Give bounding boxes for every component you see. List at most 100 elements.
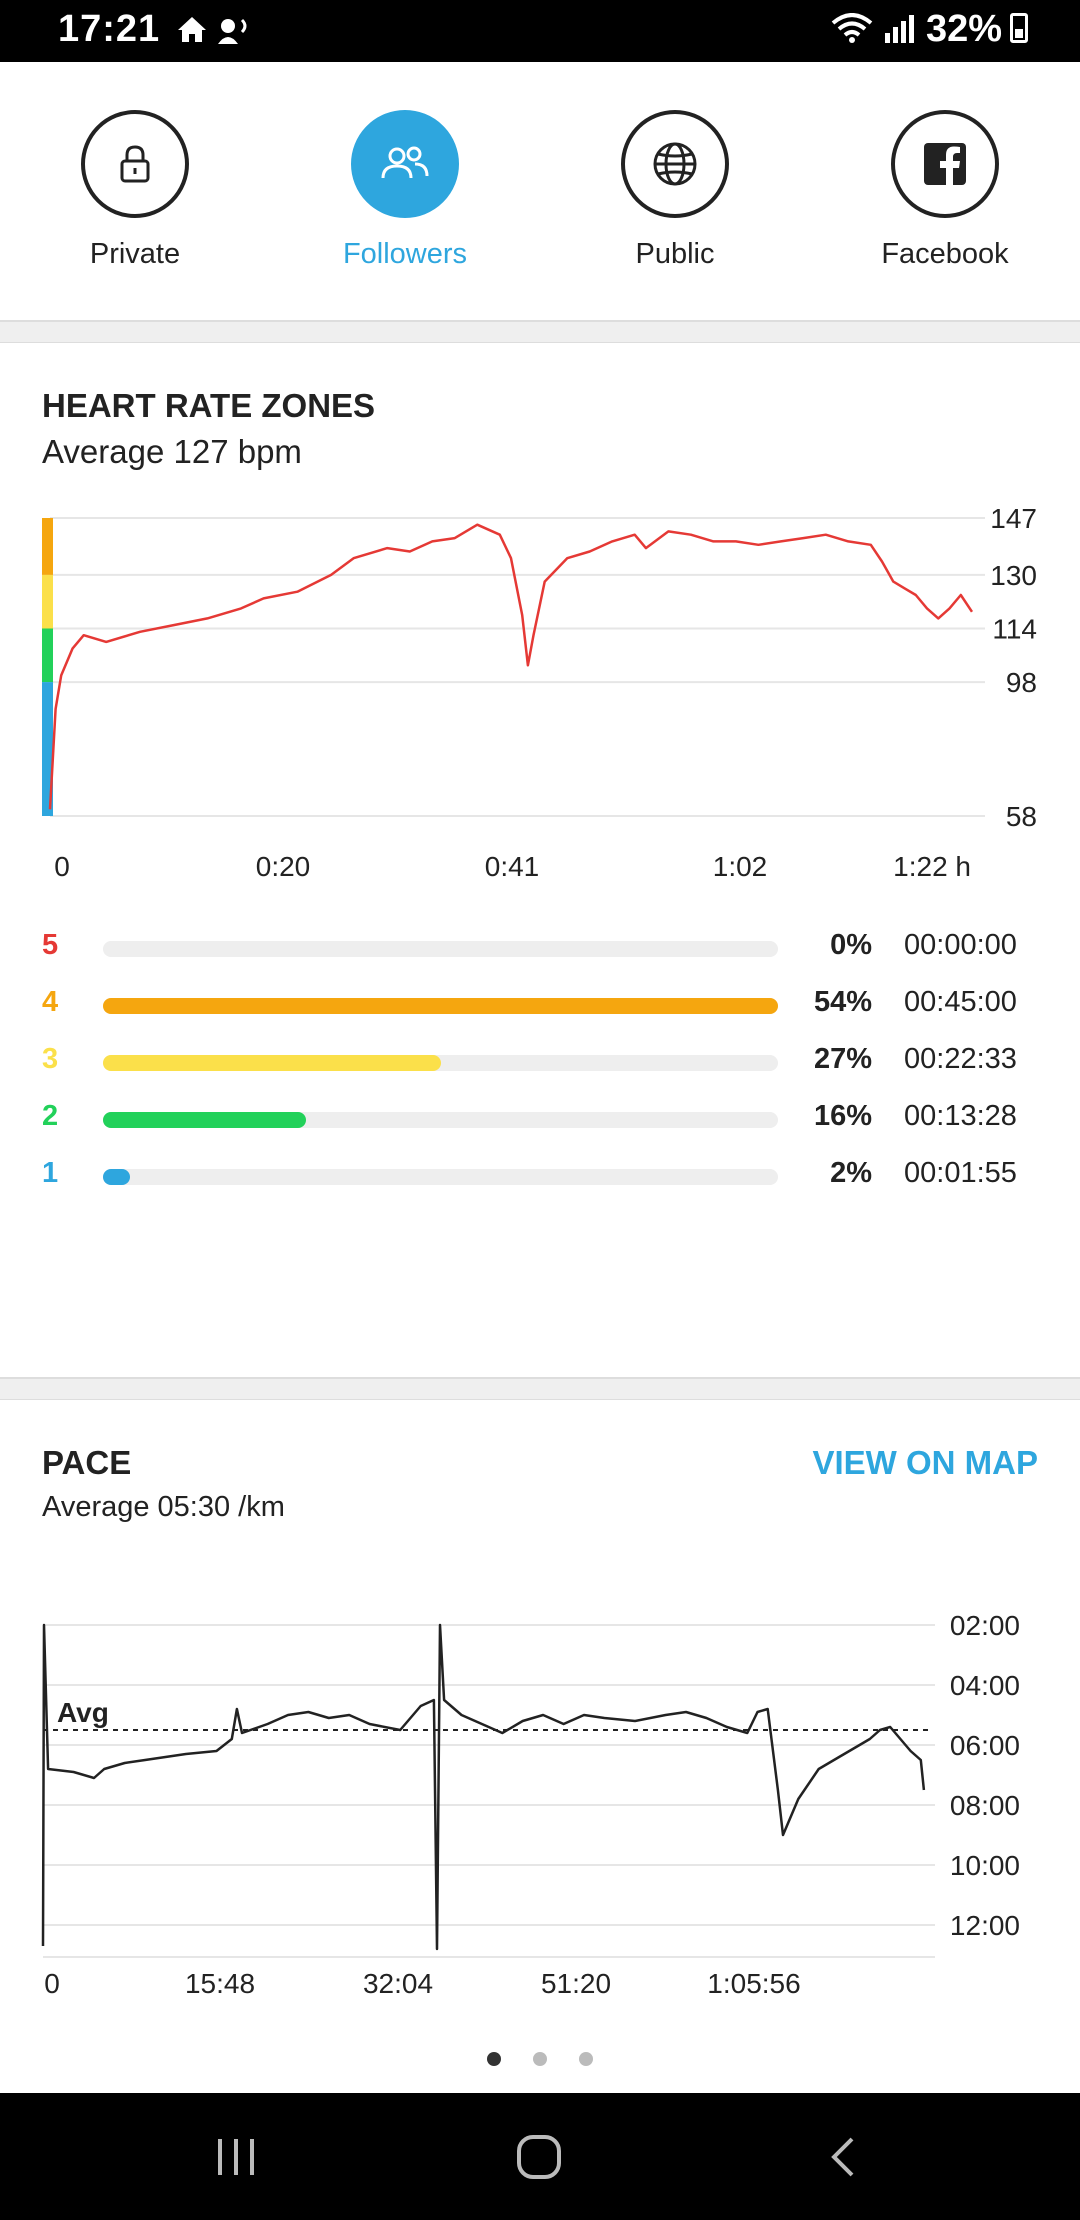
zone-progress-fill [103, 998, 778, 1014]
pace-x-tick-label: 32:04 [363, 1968, 433, 1999]
wifi-icon [831, 13, 873, 43]
zone-progress-track [103, 1112, 778, 1128]
zone-progress-fill [103, 1169, 130, 1185]
hr-x-tick-label: 0:20 [256, 851, 311, 882]
hr-y-tick-label: 114 [992, 613, 1037, 644]
hr-x-tick-label: 0 [54, 851, 70, 882]
zone-percent: 0% [830, 929, 872, 961]
zone-progress-track [103, 941, 778, 957]
hr-x-tick-label: 1:02 [713, 851, 768, 882]
zone-duration: 00:13:28 [904, 1100, 1017, 1132]
zone-progress-fill [103, 1055, 441, 1071]
pace-chart: 02:00 04:00 06:00 08:00 10:00 12:00 Avg 0 15:48 3… [41, 1610, 1020, 1999]
pace-y-tick-label: 12:00 [950, 1910, 1020, 1941]
zone-number: 2 [42, 1100, 59, 1132]
zone-row: 2 16% 00:13:28 [0, 1100, 1080, 1140]
status-bar: 17:21 32% [0, 0, 1080, 62]
hr-y-tick-label: 58 [1006, 801, 1037, 832]
home-button[interactable] [509, 2129, 569, 2185]
battery-percent: 32% [925, 8, 1002, 50]
navigation-bar [0, 2093, 1080, 2220]
pace-y-tick-label: 04:00 [950, 1670, 1020, 1701]
hr-x-tick-label: 1:22 h [893, 851, 971, 882]
recent-apps-icon [218, 2139, 254, 2175]
pace-x-tick-label: 15:48 [185, 1968, 255, 1999]
status-notification-icons [176, 12, 256, 53]
zone-duration: 00:01:55 [904, 1157, 1017, 1189]
heart-rate-card: HEART RATE ZONES Average 127 bpm 147 130 1… [0, 342, 1080, 1379]
pace-y-tick-label: 06:00 [950, 1730, 1020, 1761]
share-facebook-label: Facebook [881, 238, 1009, 270]
pace-average-label: Avg [57, 1697, 109, 1728]
voicemail-icon [218, 18, 247, 44]
signal-icon [885, 15, 915, 43]
hr-y-tick-label: 130 [990, 560, 1037, 591]
share-followers-label: Followers [342, 238, 468, 270]
zone-number: 1 [42, 1157, 59, 1189]
share-public-button[interactable]: Public [575, 110, 775, 271]
pace-card: PACE VIEW ON MAP Average 05:30 /km 02:00… [0, 1399, 1080, 2094]
share-private-button[interactable]: Private [35, 110, 235, 271]
hr-y-tick-label: 147 [990, 503, 1037, 534]
zone-row: 1 2% 00:01:55 [0, 1157, 1080, 1197]
status-time: 17:21 [58, 8, 161, 50]
zone-number: 5 [42, 929, 59, 961]
battery-icon [1010, 13, 1028, 43]
recent-apps-button[interactable] [206, 2129, 266, 2185]
zone-progress-track [103, 1169, 778, 1185]
hr-zone-strip-segment [42, 518, 53, 575]
page-dot[interactable] [579, 2052, 593, 2066]
zone-duration: 00:22:33 [904, 1043, 1017, 1075]
zone-number: 4 [42, 986, 59, 1018]
status-right: 32% [831, 8, 1028, 51]
home-icon [178, 17, 206, 42]
view-on-map-button[interactable]: VIEW ON MAP [812, 1444, 1038, 1481]
facebook-icon [891, 110, 999, 218]
zone-progress-track [103, 998, 778, 1014]
heart-rate-average: Average 127 bpm [42, 433, 302, 470]
share-facebook-button[interactable]: Facebook [845, 110, 1045, 271]
heart-rate-title: HEART RATE ZONES [42, 387, 376, 424]
hr-zone-strip-segment [42, 682, 53, 816]
zone-duration: 00:00:00 [904, 929, 1017, 961]
pace-x-tick-label: 1:05:56 [707, 1968, 800, 1999]
followers-icon [351, 110, 459, 218]
zone-row: 3 27% 00:22:33 [0, 1043, 1080, 1083]
zone-percent: 2% [830, 1157, 872, 1189]
page-dot[interactable] [487, 2052, 501, 2066]
zone-percent: 27% [813, 1043, 872, 1075]
hr-series-line [48, 523, 974, 810]
zone-row: 5 0% 00:00:00 [0, 929, 1080, 969]
pace-average: Average 05:30 /km [42, 1491, 285, 1523]
lock-icon [81, 110, 189, 218]
pace-y-tick-label: 02:00 [950, 1610, 1020, 1641]
page-indicator [0, 2052, 1080, 2071]
share-followers-button[interactable]: Followers [305, 110, 505, 271]
pace-y-tick-label: 10:00 [950, 1850, 1020, 1881]
globe-icon [621, 110, 729, 218]
hr-zone-strip-segment [42, 628, 53, 683]
pace-title: PACE [42, 1444, 132, 1481]
pace-x-tick-label: 0 [44, 1968, 60, 1999]
back-icon [831, 2137, 854, 2177]
zone-percent: 54% [813, 986, 872, 1018]
sharing-options: Private Followers Public [0, 62, 1080, 322]
share-public-label: Public [635, 238, 715, 270]
pace-y-tick-label: 08:00 [950, 1790, 1020, 1821]
zone-number: 3 [42, 1043, 59, 1075]
pace-series-line [41, 1623, 926, 1951]
zone-progress-track [103, 1055, 778, 1071]
heart-rate-chart: 147 130 114 98 58 0 0:20 0:41 1:02 1:22 h [42, 503, 1037, 882]
page-dot[interactable] [533, 2052, 547, 2066]
share-private-label: Private [89, 238, 181, 270]
hr-zone-strip-segment [42, 574, 53, 629]
back-button[interactable] [812, 2129, 872, 2185]
hr-y-tick-label: 98 [1006, 667, 1037, 698]
home-nav-icon [517, 2135, 561, 2179]
zone-progress-fill [103, 1112, 306, 1128]
zone-percent: 16% [813, 1100, 872, 1132]
pace-x-tick-label: 51:20 [541, 1968, 611, 1999]
zone-duration: 00:45:00 [904, 986, 1017, 1018]
zone-row: 4 54% 00:45:00 [0, 986, 1080, 1026]
hr-x-tick-label: 0:41 [485, 851, 540, 882]
